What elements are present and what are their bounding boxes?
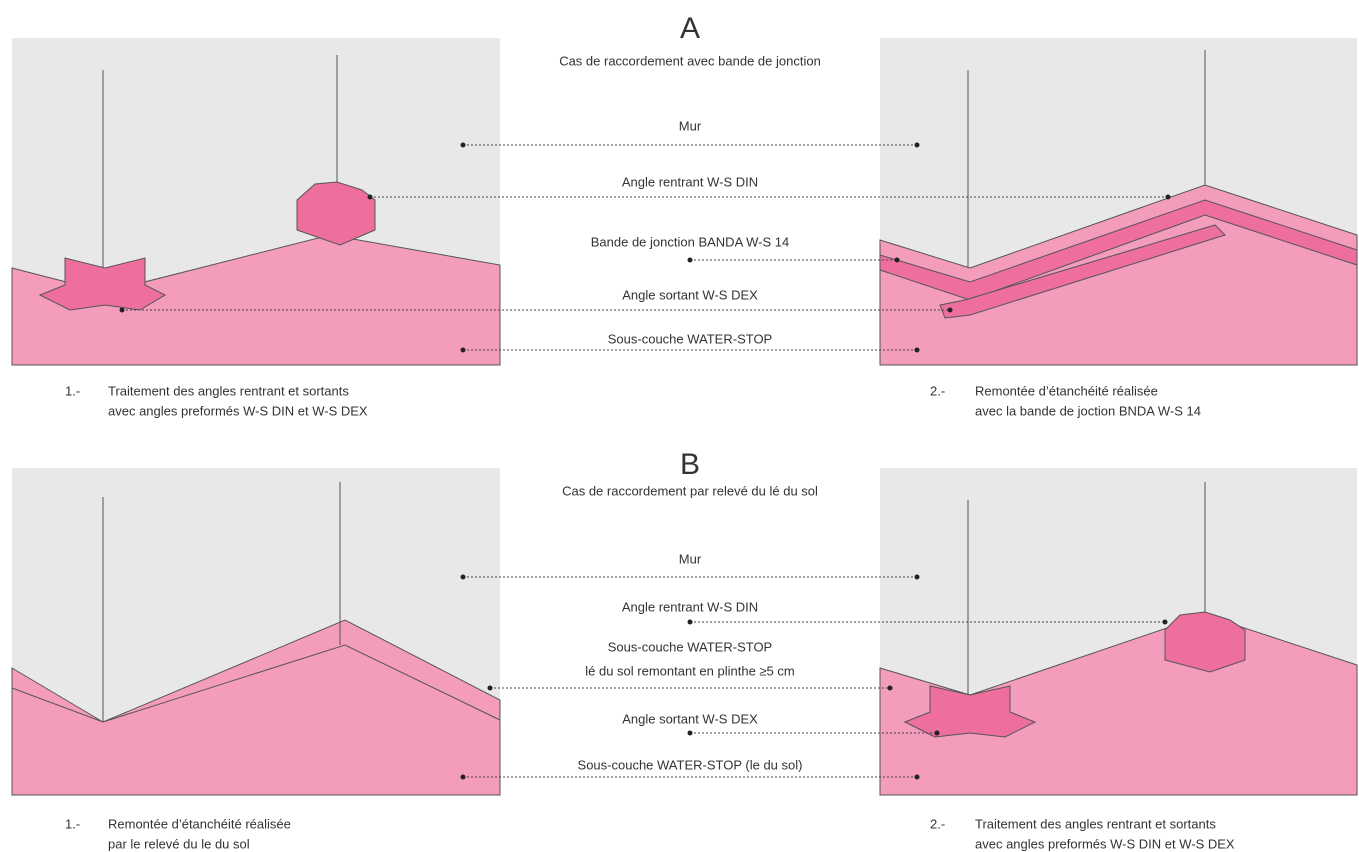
outer-angle-piece <box>38 257 167 311</box>
outer-angle-piece <box>903 685 1037 738</box>
section-subtitle: Cas de raccordement par relevé du lé du … <box>562 483 818 498</box>
leader-dot <box>687 730 693 736</box>
caption-line: avec angles preformés W-S DIN et W-S DEX <box>108 403 368 418</box>
leader-dot <box>914 774 920 780</box>
caption-number: 2.- <box>930 816 945 831</box>
floor-edge <box>11 644 501 723</box>
caption-number: 1.- <box>65 383 80 398</box>
leader-dot <box>914 574 920 580</box>
caption-line: avec angles preformés W-S DIN et W-S DEX <box>975 836 1235 851</box>
callout-label: Angle rentrant W-S DIN <box>622 174 758 189</box>
leader-dot <box>487 685 493 691</box>
section-letter: A <box>680 12 700 45</box>
callout-label: Sous-couche WATER-STOP (le du sol) <box>578 757 803 772</box>
floor <box>879 184 1358 366</box>
inner-angle-piece <box>1164 611 1246 673</box>
callout-label: Mur <box>679 551 702 566</box>
callout-label: Sous-couche WATER-STOP <box>608 331 772 346</box>
caption-number: 2.- <box>930 383 945 398</box>
caption-line: Remontée d’étanchéité réalisée <box>108 816 291 831</box>
callout-label: lé du sol remontant en plinthe ≥5 cm <box>585 663 794 678</box>
leader-dot <box>887 685 893 691</box>
leader-dot <box>914 347 920 353</box>
caption-line: par le relevé du le du sol <box>108 836 250 851</box>
leader-dot <box>934 730 940 736</box>
callout-label: Sous-couche WATER-STOP <box>608 639 772 654</box>
leader-dot <box>460 774 466 780</box>
leader-dot <box>687 619 693 625</box>
leader-dot <box>947 307 953 313</box>
leader-dot <box>367 194 373 200</box>
callout-label: Angle rentrant W-S DIN <box>622 599 758 614</box>
leader-dot <box>460 142 466 148</box>
caption-line: Traitement des angles rentrant et sortan… <box>975 816 1216 831</box>
callout-label: Mur <box>679 118 702 133</box>
leader-dot <box>1162 619 1168 625</box>
caption-line: Traitement des angles rentrant et sortan… <box>108 383 349 398</box>
callout-label: Bande de jonction BANDA W-S 14 <box>591 234 790 249</box>
joint-band <box>939 224 1226 319</box>
leader-dot <box>119 307 125 313</box>
section-subtitle: Cas de raccordement avec bande de joncti… <box>559 53 821 68</box>
caption-line: avec la bande de joction BNDA W-S 14 <box>975 403 1201 418</box>
caption-line: Remontée d’étanchéité réalisée <box>975 383 1158 398</box>
inner-angle-piece <box>296 181 376 246</box>
leader-dot <box>460 574 466 580</box>
leader-dot <box>894 257 900 263</box>
leader-dot <box>1165 194 1171 200</box>
callout-label: Angle sortant W-S DEX <box>622 711 758 726</box>
caption-number: 1.- <box>65 816 80 831</box>
callout-label: Angle sortant W-S DEX <box>622 287 758 302</box>
leader-dot <box>460 347 466 353</box>
leader-dot <box>914 142 920 148</box>
leader-dot <box>687 257 693 263</box>
joint-band <box>879 199 1358 301</box>
section-letter: B <box>680 448 700 481</box>
